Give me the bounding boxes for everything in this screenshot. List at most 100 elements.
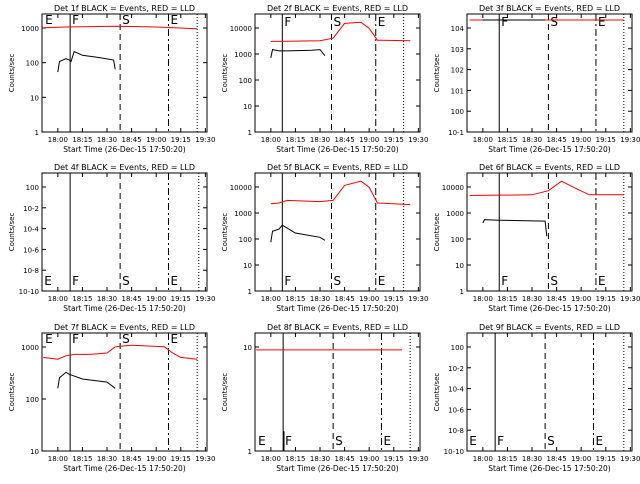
- x-tick-label: 18:15: [285, 136, 305, 144]
- y-tick-label: 100: [26, 396, 39, 404]
- y-tick-label: 10000: [442, 184, 464, 192]
- marker-label: F: [501, 274, 508, 288]
- marker-label: E: [378, 274, 386, 288]
- y-tick-label: 1000: [21, 25, 39, 33]
- detector-panel-6: Det 6f BLACK = Events, RED = LLD 1 10 100 10…: [433, 163, 640, 313]
- x-tick-label: 18:45: [547, 455, 567, 463]
- y-tick-label: 10-2: [23, 205, 39, 213]
- x-tick-label: 18:30: [522, 136, 542, 144]
- x-tick-label: 19:00: [359, 295, 379, 303]
- y-tick-label: 10-2: [448, 365, 464, 373]
- x-tick-label: 18:30: [97, 455, 117, 463]
- x-axis-label: Start Time (26-Dec-15 17:50:20): [488, 145, 610, 154]
- marker-label: F: [284, 15, 291, 29]
- x-tick-label: 18:00: [473, 455, 493, 463]
- marker-label: S: [333, 15, 341, 29]
- x-tick-label: 19:00: [146, 136, 166, 144]
- x-tick-label: 19:15: [596, 136, 616, 144]
- lld-series-line: [469, 180, 624, 196]
- y-axis-label: Counts/sec: [221, 54, 229, 93]
- marker-label: S: [335, 434, 343, 448]
- y-axis-label: Counts/sec: [221, 373, 229, 412]
- plot-frame: [254, 332, 421, 452]
- x-tick-label: 19:15: [171, 295, 191, 303]
- x-tick-label: 18:00: [261, 136, 281, 144]
- detector-panel-3: Det 3f BLACK = Events, RED = LLD 10-1 100 1…: [433, 4, 640, 154]
- panel-title: Det 1f BLACK = Events, RED = LLD: [54, 4, 195, 13]
- x-tick-label: 19:00: [146, 295, 166, 303]
- x-tick-label: 18:45: [122, 295, 142, 303]
- marker-label: E: [598, 15, 606, 29]
- panel-title: Det 7f BLACK = Events, RED = LLD: [54, 323, 195, 332]
- x-tick-label: 18:00: [261, 455, 281, 463]
- x-tick-label: 19:30: [408, 455, 428, 463]
- y-axis-label: Counts/sec: [433, 54, 441, 93]
- x-tick-label: 18:15: [497, 455, 517, 463]
- y-tick-label: 104: [451, 25, 465, 33]
- x-axis-label: Start Time (26-Dec-15 17:50:20): [276, 145, 398, 154]
- x-tick-label: 19:00: [571, 295, 591, 303]
- x-tick-label: 19:15: [171, 136, 191, 144]
- y-tick-label: 103: [451, 46, 464, 54]
- plot-frame: [466, 332, 633, 452]
- x-tick-label: 18:45: [335, 455, 355, 463]
- y-tick-label: 100: [26, 60, 39, 68]
- detector-panel-5: Det 5f BLACK = Events, RED = LLD 1 10 100 10…: [221, 163, 428, 313]
- x-tick-label: 18:30: [97, 136, 117, 144]
- marker-label: S: [333, 274, 341, 288]
- y-tick-label: 1: [460, 288, 464, 296]
- events-series-line: [482, 219, 548, 237]
- panel-title: Det 2f BLACK = Events, RED = LLD: [267, 4, 408, 13]
- marker-label: S: [550, 15, 558, 29]
- y-tick-label: 100: [451, 236, 464, 244]
- marker-label: S: [547, 434, 555, 448]
- lld-series-line: [43, 344, 198, 360]
- marker-label: E: [383, 434, 391, 448]
- x-tick-label: 18:30: [97, 295, 117, 303]
- y-tick-label: 100: [26, 184, 39, 192]
- y-tick-label: 10: [30, 94, 39, 102]
- lld-series-line: [270, 21, 411, 42]
- x-tick-label: 18:15: [72, 295, 92, 303]
- y-tick-label: 10: [243, 262, 252, 270]
- x-tick-label: 19:15: [596, 295, 616, 303]
- y-tick-label: 1: [248, 448, 252, 456]
- y-tick-label: 100: [239, 77, 252, 85]
- y-tick-label: 1000: [21, 344, 39, 352]
- detector-panel-2: Det 2f BLACK = Events, RED = LLD 1 10 100 10…: [221, 4, 428, 154]
- marker-label: S: [550, 274, 558, 288]
- marker-label: E: [170, 274, 178, 288]
- plot-frame: [41, 332, 208, 452]
- x-tick-label: 19:30: [408, 295, 428, 303]
- y-axis-label: Counts/sec: [433, 373, 441, 412]
- y-tick-label: 10-8: [448, 427, 464, 435]
- x-axis-label: Start Time (26-Dec-15 17:50:20): [63, 464, 185, 473]
- x-tick-label: 19:15: [384, 295, 404, 303]
- detector-panel-8: Det 8f BLACK = Events, RED = LLD 1 10 18:00…: [221, 323, 428, 473]
- x-tick-label: 19:15: [171, 455, 191, 463]
- y-tick-label: 1: [35, 129, 39, 137]
- marker-label: E: [258, 434, 266, 448]
- y-tick-label: 10: [455, 262, 464, 270]
- x-tick-label: 18:45: [547, 136, 567, 144]
- y-tick-label: 10: [30, 448, 39, 456]
- marker-label: E: [45, 13, 53, 27]
- detector-panel-9: Det 9f BLACK = Events, RED = LLD 10-10 10-…: [433, 323, 640, 473]
- y-tick-label: 10-1: [448, 129, 464, 137]
- lld-series-line: [270, 180, 411, 206]
- x-axis-label: Start Time (26-Dec-15 17:50:20): [63, 304, 185, 313]
- x-axis-label: Start Time (26-Dec-15 17:50:20): [488, 304, 610, 313]
- x-axis-label: Start Time (26-Dec-15 17:50:20): [276, 464, 398, 473]
- y-tick-label: 10-4: [448, 386, 464, 394]
- panel-title: Det 9f BLACK = Events, RED = LLD: [479, 323, 620, 332]
- y-tick-label: 10-8: [23, 267, 39, 275]
- x-tick-label: 18:45: [547, 295, 567, 303]
- panel-title: Det 5f BLACK = Events, RED = LLD: [267, 163, 408, 172]
- x-tick-label: 18:30: [522, 455, 542, 463]
- plot-frame: [466, 13, 633, 133]
- x-tick-label: 18:00: [473, 136, 493, 144]
- y-tick-label: 10000: [230, 25, 252, 33]
- x-tick-label: 18:15: [72, 136, 92, 144]
- y-axis-label: Counts/sec: [433, 213, 441, 252]
- x-tick-label: 18:30: [310, 455, 330, 463]
